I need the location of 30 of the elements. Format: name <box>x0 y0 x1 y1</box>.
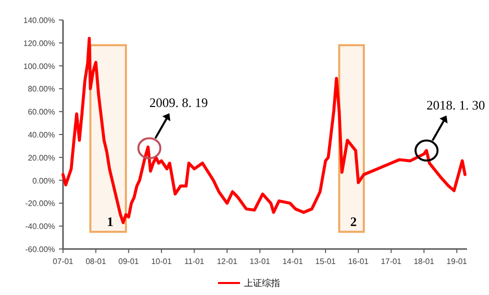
y-tick-label: 80.00% <box>28 84 55 94</box>
annotation: 2009. 8. 19 <box>149 95 208 110</box>
band-label: 1 <box>106 214 114 229</box>
x-tick-label: 08-01 <box>86 257 107 266</box>
x-tick-label: 11-01 <box>184 257 205 266</box>
x-tick-label: 15-01 <box>315 257 336 266</box>
y-tick-label: 0.00% <box>32 176 55 186</box>
x-tick-label: 07-01 <box>52 257 74 266</box>
y-tick-label: 40.00% <box>28 130 55 140</box>
x-tick-label: 09-01 <box>118 257 140 266</box>
y-tick-label: -20.00% <box>25 199 55 208</box>
x-tick-label: 16-01 <box>348 257 370 266</box>
x-tick-label: 14-01 <box>282 257 304 266</box>
line-series <box>62 36 466 224</box>
y-tick-label: 60.00% <box>28 108 55 117</box>
annotation: 2018. 1. 30 <box>426 98 486 113</box>
y-tick-label: 140.00% <box>23 16 55 25</box>
y-tick-label: 100.00% <box>23 62 55 71</box>
y-tick-label: 120.00% <box>23 38 55 48</box>
y-tick-label: -60.00% <box>25 245 55 254</box>
y-tick-label: 20.00% <box>28 153 55 162</box>
x-tick-label: 19-01 <box>446 257 468 266</box>
band-label: 2 <box>350 214 357 229</box>
y-tick-label: -40.00% <box>25 222 55 232</box>
x-tick-label: 13-01 <box>250 257 271 266</box>
x-tick-label: 18-01 <box>414 257 435 266</box>
x-tick-label: 12-01 <box>216 257 238 266</box>
x-tick-label: 10-01 <box>151 257 172 266</box>
x-tick-label: 17-01 <box>380 257 402 266</box>
legend-label: 上证综指 <box>244 278 280 288</box>
